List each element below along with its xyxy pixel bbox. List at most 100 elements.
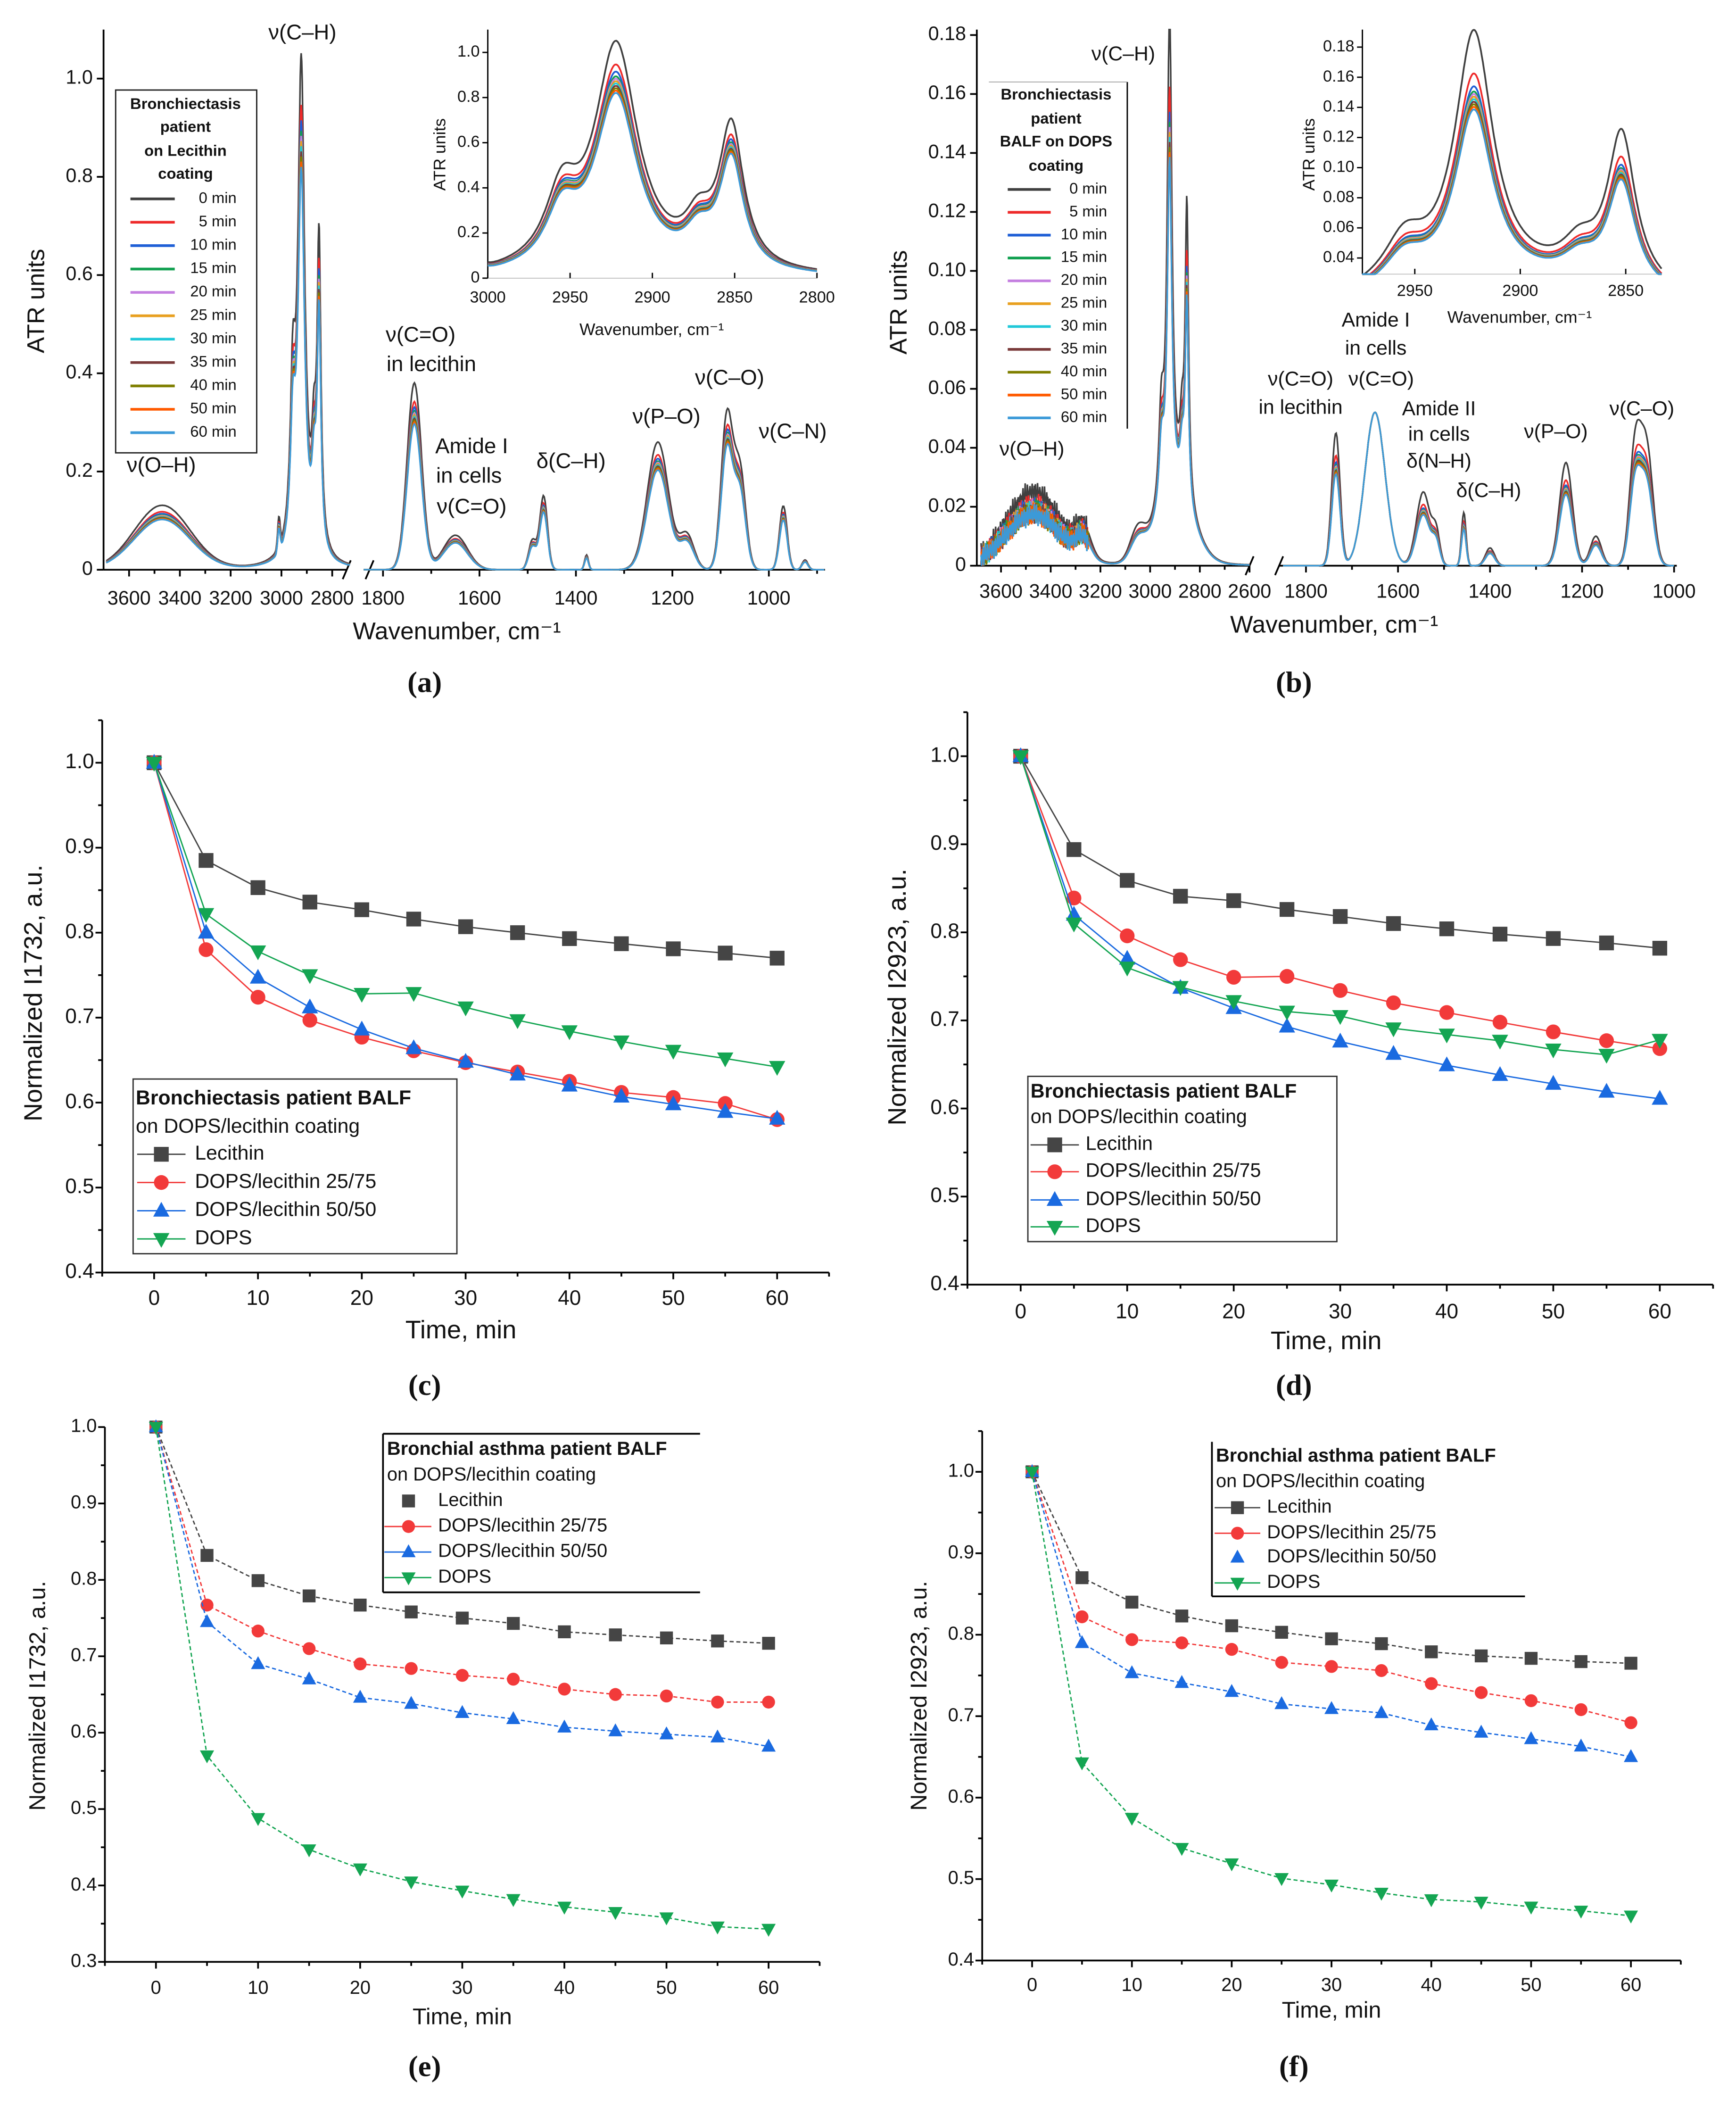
x-tick-label: 30 — [452, 1977, 472, 1998]
circle-marker — [1047, 1164, 1062, 1179]
x-tick-label: 50 — [656, 1977, 677, 1998]
square-marker — [614, 936, 629, 951]
circle-marker — [507, 1673, 520, 1686]
inset-y-tick-label: 0.4 — [457, 178, 480, 196]
triangle-down-marker — [710, 1921, 725, 1935]
legend-entry: Lecithin — [1267, 1496, 1331, 1517]
legend-entry: 40 min — [190, 376, 236, 393]
x-tick-label: 40 — [554, 1977, 575, 1998]
legend-title: BALF on DOPS — [1000, 133, 1112, 150]
spectrum-line-60-min — [106, 166, 350, 567]
inset-y-axis-label: ATR units — [430, 118, 449, 191]
x-tick-label: 40 — [1421, 1974, 1442, 1995]
x-tick-label: 30 — [454, 1286, 477, 1310]
triangle-down-marker — [1172, 981, 1189, 996]
square-marker — [1226, 893, 1241, 908]
triangle-down-marker — [761, 1924, 776, 1937]
x-tick-label: 1800 — [1284, 581, 1328, 602]
inset-y-tick-label: 0.04 — [1323, 248, 1355, 266]
triangle-up-marker — [710, 1729, 725, 1742]
x-tick-label: 20 — [1222, 1300, 1245, 1323]
circle-marker — [1125, 1633, 1139, 1646]
square-marker — [762, 1636, 775, 1650]
triangle-up-marker — [1438, 1056, 1455, 1071]
y-axis-label: Normalized I2923, a.u. — [883, 869, 911, 1126]
triangle-down-marker — [146, 756, 163, 772]
square-marker — [1386, 916, 1401, 931]
y-tick-label: 0.6 — [66, 263, 92, 284]
legend-box — [115, 89, 257, 454]
x-tick-label: 1200 — [1561, 581, 1604, 602]
square-marker — [1225, 1619, 1239, 1633]
inset-x-tick-label: 2950 — [1397, 282, 1433, 299]
spectrum-line-40-min — [364, 419, 825, 571]
triangle-down-marker — [557, 1901, 572, 1915]
triangle-down-marker — [149, 1422, 163, 1435]
circle-marker — [1574, 1703, 1587, 1717]
legend-entry: 35 min — [1061, 340, 1107, 357]
legend-title: Bronchiectasis patient BALF — [1031, 1080, 1297, 1102]
panel-label: (d) — [1276, 1369, 1312, 1402]
axis-break-mark — [1274, 556, 1284, 576]
x-tick-label: 60 — [758, 1977, 779, 1998]
triangle-up-marker — [1046, 1191, 1063, 1206]
inset-spectrum-line-40-min — [488, 87, 817, 272]
series-dops-lecithin-25-75 — [149, 1420, 775, 1709]
y-tick-label: 0.5 — [930, 1184, 959, 1207]
legend-entry: DOPS/lecithin 50/50 — [438, 1541, 607, 1561]
inset-x-axis-label: Wavenumber, cm⁻¹ — [579, 320, 724, 339]
square-marker — [1047, 1137, 1062, 1153]
circle-marker — [250, 990, 265, 1005]
square-marker — [1624, 1657, 1637, 1670]
legend-title: Bronchiectasis — [1001, 85, 1112, 103]
peak-annotation: δ(N–H) — [1406, 450, 1471, 473]
triangle-up-marker — [1119, 950, 1135, 965]
peak-annotation: in lecithin — [387, 352, 476, 376]
y-tick-label: 0.4 — [71, 1874, 97, 1895]
square-marker — [1425, 1645, 1438, 1659]
triangle-up-marker — [557, 1719, 572, 1733]
circle-marker — [1173, 952, 1188, 967]
square-marker — [1066, 842, 1082, 857]
peak-annotation: δ(C–H) — [537, 448, 606, 473]
legend-entry: DOPS — [438, 1566, 491, 1587]
y-tick-label: 0 — [955, 554, 966, 575]
circle-marker — [251, 1625, 265, 1638]
legend-title: Bronchial asthma patient BALF — [387, 1438, 667, 1459]
series-dops — [146, 756, 785, 1076]
triangle-down-marker — [302, 1844, 316, 1858]
legend-entry: Lecithin — [438, 1489, 503, 1510]
peak-annotation: ν(O–H) — [127, 453, 196, 477]
circle-marker — [302, 1642, 316, 1655]
x-tick-label: 3600 — [979, 581, 1023, 602]
x-tick-label: 60 — [1648, 1300, 1671, 1323]
circle-marker — [558, 1683, 571, 1696]
triangle-down-marker — [1224, 1858, 1239, 1872]
y-tick-label: 0.10 — [928, 258, 966, 280]
triangle-up-marker — [401, 1544, 416, 1558]
legend-entry: DOPS — [1086, 1214, 1141, 1236]
x-tick-label: 0 — [1015, 1300, 1027, 1323]
panel-label: (a) — [407, 666, 442, 699]
square-marker — [558, 1625, 571, 1639]
triangle-up-marker — [455, 1705, 470, 1718]
triangle-down-marker — [251, 1813, 265, 1826]
triangle-up-marker — [405, 1039, 422, 1054]
y-axis-label: ATR units — [23, 249, 50, 353]
x-tick-label: 20 — [350, 1286, 373, 1310]
peak-annotation: ν(P–O) — [632, 404, 700, 428]
peak-annotation: ν(C–O) — [695, 365, 764, 390]
inset-spectrum-line-0-min — [1362, 29, 1662, 275]
triangle-down-marker — [405, 987, 422, 1002]
square-marker — [455, 1611, 469, 1625]
triangle-down-marker — [1274, 1873, 1289, 1886]
inset-y-tick-label: 0.18 — [1323, 37, 1355, 55]
triangle-down-marker — [302, 969, 318, 984]
triangle-up-marker — [761, 1738, 776, 1752]
square-marker — [711, 1634, 724, 1648]
series-line — [153, 762, 777, 1068]
legend-entry: DOPS/lecithin 50/50 — [195, 1198, 376, 1221]
y-tick-label: 0.7 — [948, 1705, 974, 1725]
peak-annotation: ν(C–H) — [1091, 42, 1155, 65]
x-tick-label: 0 — [149, 1286, 160, 1310]
